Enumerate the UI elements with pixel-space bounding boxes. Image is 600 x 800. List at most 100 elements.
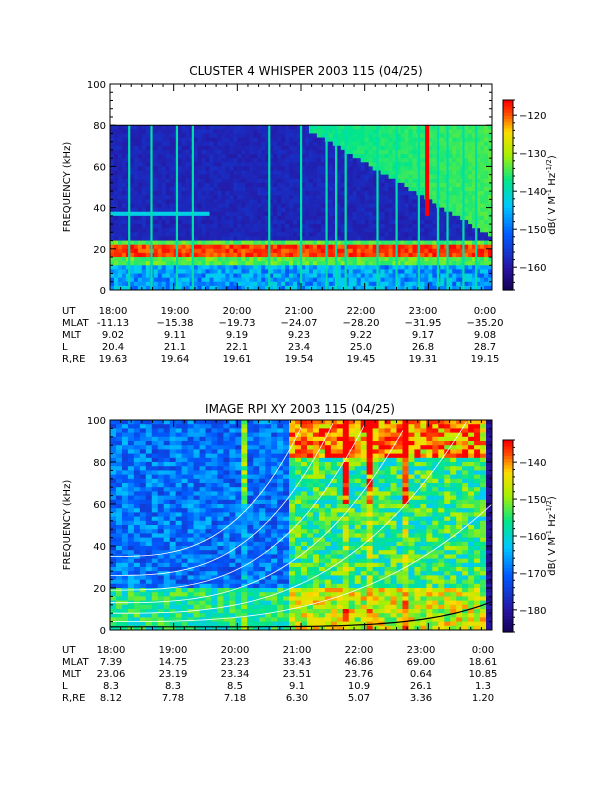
panel1-cell (277, 129, 282, 134)
panel1-cell (285, 215, 290, 221)
panel2-cell (181, 604, 189, 610)
panel1-cell (476, 211, 481, 217)
panel1-cell (110, 195, 115, 200)
panel1-cell (253, 162, 258, 167)
panel1-cell (281, 273, 286, 279)
panel1-cell (197, 203, 203, 209)
panel1-cell (340, 195, 346, 200)
panel1-cell (480, 187, 485, 192)
panel1-cell (388, 265, 394, 270)
panel1-cell (289, 187, 294, 192)
panel1-cell (229, 170, 234, 176)
panel1-cell (201, 215, 206, 221)
panel2-cell (133, 617, 141, 623)
panel1-cell (424, 236, 429, 242)
panel1-cell (364, 199, 370, 204)
panel1-cell (380, 236, 386, 242)
panel2-cell (133, 546, 141, 551)
panel1-cell (257, 170, 262, 176)
panel1-cell (380, 125, 386, 130)
panel2-cell (121, 609, 129, 614)
panel2-cell (115, 625, 123, 631)
panel1-cell (301, 236, 306, 242)
panel1-cell (201, 149, 206, 155)
panel1-cell (137, 158, 143, 163)
panel1-cell (372, 277, 378, 283)
panel2-cell (181, 420, 189, 425)
panel1-cell (348, 236, 354, 242)
panel1-cell (297, 170, 302, 176)
panel2-cell (163, 592, 171, 597)
panel2-cell (175, 579, 183, 585)
panel2-cell (151, 487, 159, 492)
panel1-cell (372, 257, 378, 262)
panel1-cell (468, 162, 473, 167)
panel2-cell (175, 432, 183, 438)
panel1-cell (121, 187, 127, 192)
panel1-cell (472, 158, 477, 163)
panel1-cell (440, 125, 445, 130)
panel2-cell (121, 516, 129, 522)
panel1-cell (193, 158, 199, 163)
panel1-cell (301, 141, 306, 147)
panel2-cell (199, 504, 206, 509)
panel1-cell (484, 281, 489, 287)
panel1-cell (472, 215, 477, 221)
panel1-cell (308, 273, 314, 279)
panel2-cell (157, 453, 165, 459)
panel1-cell (205, 236, 210, 242)
panel2-cell (151, 432, 159, 438)
panel1-cell (213, 203, 218, 209)
panel1-cell (261, 187, 266, 192)
panel1-cell (281, 199, 286, 204)
panel1-cell (249, 244, 254, 250)
panel1-cell (137, 182, 143, 188)
panel1-cell (121, 265, 127, 270)
panel1-cell (201, 240, 206, 246)
panel1-cell (488, 219, 493, 225)
y-tick-label: 80 (93, 121, 106, 132)
panel1-cell (360, 257, 366, 262)
panel1-cell (340, 273, 346, 279)
panel1-cell (209, 244, 214, 250)
panel1-cell (249, 174, 254, 180)
panel1-cell (448, 277, 453, 283)
panel1-cell (428, 265, 433, 270)
panel1-cell (193, 166, 199, 172)
panel2-cell (181, 457, 189, 463)
panel1-cell (484, 170, 489, 176)
panel1-cell (281, 133, 286, 139)
panel2-cell (157, 583, 165, 589)
panel1-cell (265, 125, 270, 130)
panel1-cell (141, 162, 147, 167)
panel2-cell (157, 499, 165, 505)
panel1-cell (145, 273, 151, 279)
panel2-cell (181, 541, 189, 547)
panel1-cell (113, 281, 119, 287)
panel2-cell (127, 617, 135, 623)
panel1-cell (380, 240, 386, 246)
panel1-cell (185, 187, 191, 192)
panel2-cell (145, 508, 153, 513)
panel1-cell (380, 224, 386, 229)
panel2-cell (110, 567, 117, 572)
panel2-cell (139, 449, 147, 455)
panel1-cell (472, 154, 477, 159)
panel1-cell (237, 257, 242, 262)
panel1-cell (488, 273, 493, 279)
panel1-cell (289, 273, 294, 279)
panel1-cell (141, 211, 147, 217)
panel1-cell (217, 199, 222, 204)
panel1-cell (452, 154, 457, 159)
panel2-cell (151, 508, 159, 513)
panel1-cell (269, 158, 274, 163)
panel2-cell (205, 462, 212, 467)
panel1-cell (165, 219, 171, 225)
panel1-cell (440, 158, 445, 163)
panel1-cell (420, 265, 425, 270)
panel1-cell (221, 129, 226, 134)
panel1-cell (197, 149, 203, 155)
panel1-cell (360, 285, 366, 291)
panel1-cell (201, 203, 206, 209)
panel1-cell (412, 133, 417, 139)
